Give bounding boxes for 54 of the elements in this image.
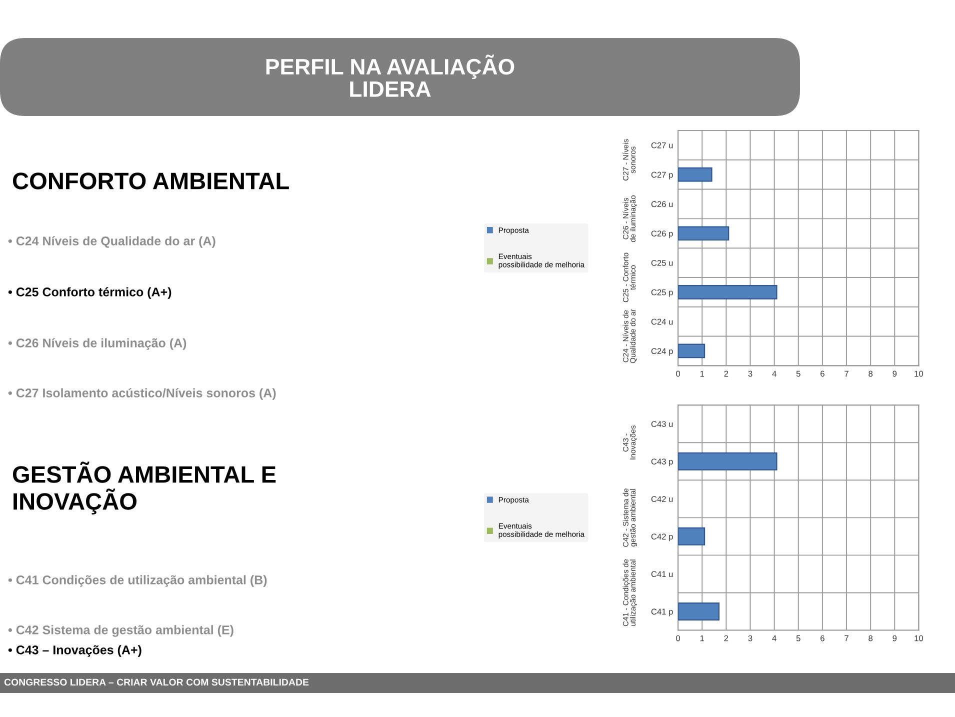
text: • C25 Conforto térmico (A+) bbox=[8, 287, 172, 299]
text: CONFORTO AMBIENTAL bbox=[12, 172, 289, 190]
x-tick-label: 5 bbox=[796, 370, 800, 377]
text: • C24 Níveis de Qualidade do ar (A) bbox=[8, 236, 216, 248]
y-tick-label: C42 p bbox=[651, 534, 673, 542]
bar bbox=[678, 226, 730, 241]
text: • C26 Níveis de iluminação (A) bbox=[8, 338, 186, 350]
y-tick-label: C42 u bbox=[651, 496, 673, 502]
x-tick-label: 6 bbox=[820, 370, 824, 377]
text: • C41 Condições de utilização ambiental (B) bbox=[8, 575, 267, 587]
x-tick-label: 7 bbox=[844, 370, 848, 377]
text: CONGRESSO LIDERA – CRIAR VALOR COM SUSTENTABILIDADE bbox=[4, 678, 309, 686]
bar bbox=[678, 167, 712, 182]
bar bbox=[678, 602, 720, 620]
x-tick-label: 10 bbox=[914, 370, 924, 377]
text: PERFIL NA AVALIAÇÃO LIDERA bbox=[266, 54, 514, 97]
text: • C42 Sistema de gestão ambiental (E) bbox=[8, 625, 234, 637]
x-tick-label: 4 bbox=[772, 370, 776, 377]
y-tick-label: C27 p bbox=[651, 172, 673, 180]
y-tick-label: C26 u bbox=[651, 201, 673, 208]
y-tick-label: C41 u bbox=[651, 571, 673, 578]
bar bbox=[678, 452, 778, 470]
x-tick-label: 4 bbox=[772, 635, 776, 642]
x-tick-label: 8 bbox=[868, 635, 873, 642]
x-tick-label: 7 bbox=[844, 635, 848, 642]
x-tick-label: 0 bbox=[676, 370, 680, 377]
x-tick-label: 1 bbox=[700, 370, 704, 377]
x-tick-label: 5 bbox=[796, 635, 800, 642]
x-tick-label: 9 bbox=[892, 370, 897, 377]
x-tick-label: 3 bbox=[748, 635, 752, 642]
x-tick-label: 10 bbox=[914, 635, 924, 642]
x-tick-label: 9 bbox=[892, 635, 897, 642]
y-tick-label: C43 u bbox=[651, 421, 673, 427]
x-tick-label: 3 bbox=[748, 370, 752, 377]
x-tick-label: 6 bbox=[820, 635, 824, 642]
text: • C43 – Inovações (A+) bbox=[8, 645, 142, 657]
bar bbox=[678, 285, 778, 300]
bar bbox=[678, 527, 706, 546]
x-tick-label: 0 bbox=[676, 635, 680, 642]
y-tick-label: C25 p bbox=[651, 289, 673, 297]
text: • C27 Isolamento acústico/Níveis sonoros (A) bbox=[8, 388, 276, 400]
y-tick-label: C27 u bbox=[651, 142, 673, 148]
y-tick-label: C26 p bbox=[651, 230, 673, 238]
y-tick-label: C24 u bbox=[651, 318, 673, 325]
y-tick-label: C41 p bbox=[651, 608, 673, 616]
x-tick-label: 8 bbox=[868, 370, 873, 377]
text: GESTÃO AMBIENTAL E INOVAÇÃO bbox=[12, 462, 276, 514]
y-tick-label: C43 p bbox=[651, 458, 673, 466]
bar bbox=[678, 344, 706, 358]
y-tick-label: C24 p bbox=[651, 348, 673, 356]
x-tick-label: 2 bbox=[724, 370, 728, 377]
x-tick-label: 2 bbox=[724, 635, 728, 642]
x-tick-label: 1 bbox=[700, 635, 704, 642]
y-tick-label: C25 u bbox=[651, 260, 673, 266]
